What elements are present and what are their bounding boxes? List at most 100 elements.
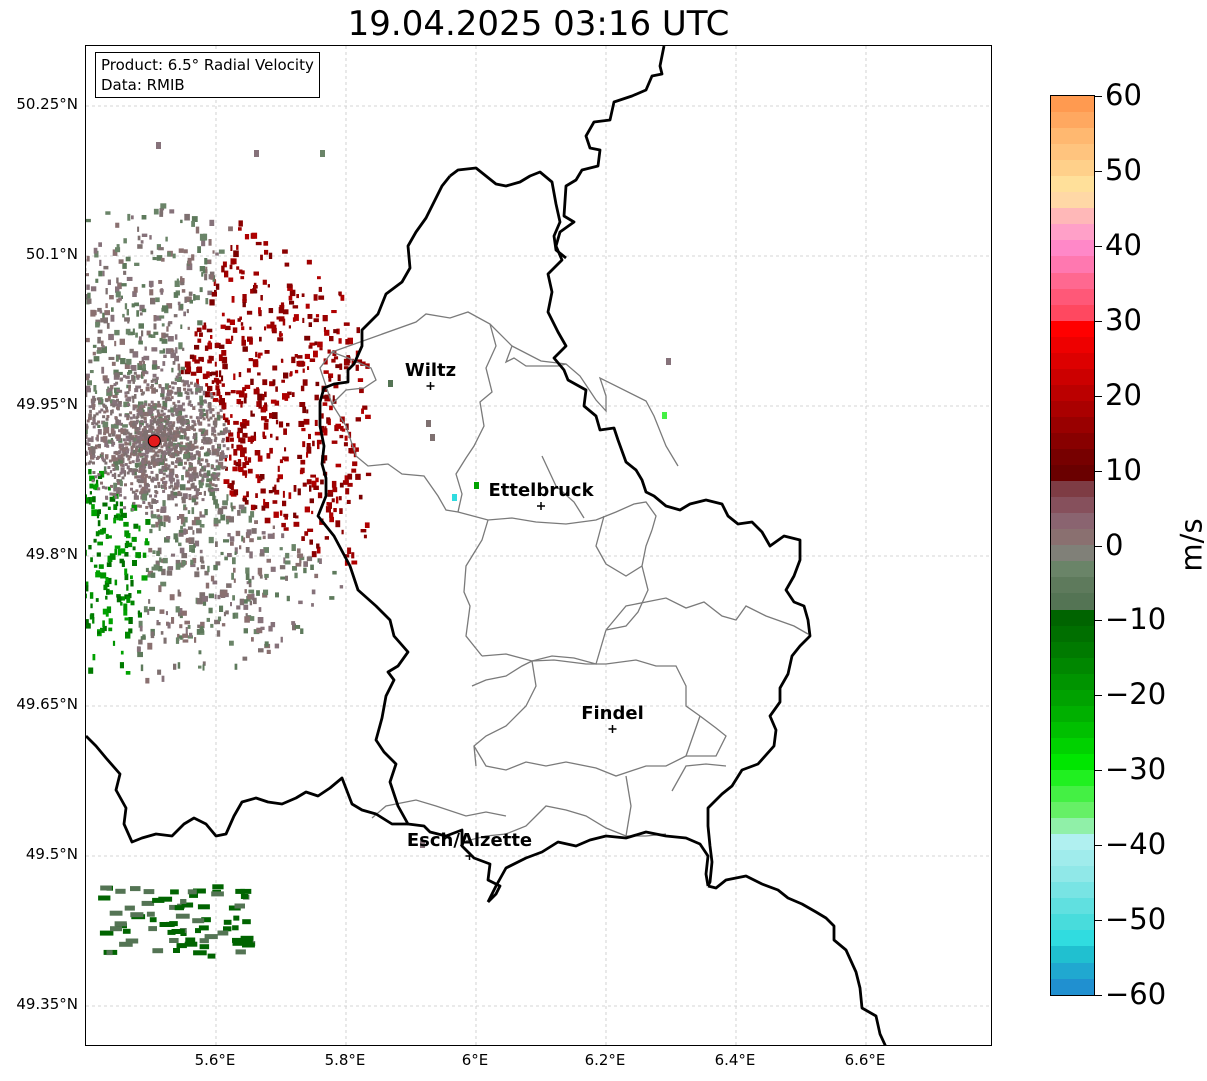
radar-echo-pixel bbox=[313, 485, 319, 490]
radar-echo-pixel bbox=[339, 508, 343, 514]
map-area[interactable]: Wiltz Ettelbruck Findel Esch/Alzette Produc… bbox=[85, 45, 992, 1046]
radar-echo-pixel bbox=[287, 391, 292, 395]
radar-echo-pixel bbox=[204, 273, 208, 281]
radar-echo-pixel bbox=[165, 348, 171, 354]
radar-echo-pixel bbox=[97, 420, 101, 424]
radar-echo-pixel bbox=[202, 417, 206, 421]
radar-echo-pixel bbox=[298, 600, 303, 605]
radar-echo-pixel bbox=[257, 536, 262, 540]
radar-echo-pixel bbox=[262, 394, 265, 401]
radar-echo-pixel bbox=[88, 497, 94, 502]
radar-echo-pixel bbox=[168, 474, 174, 482]
radar-echo-pixel bbox=[143, 606, 148, 613]
radar-echo-pixel bbox=[344, 435, 348, 441]
radar-echo-pixel bbox=[257, 354, 261, 359]
radar-echo-pixel bbox=[209, 355, 214, 361]
radar-echo-pixel bbox=[134, 404, 138, 408]
radar-echo-pixel bbox=[211, 445, 215, 449]
radar-echo-pixel bbox=[242, 302, 246, 308]
radar-echo-pixel bbox=[131, 504, 138, 511]
radar-echo-pixel bbox=[134, 394, 137, 399]
radar-echo-pixel bbox=[308, 322, 312, 327]
radar-echo-pixel bbox=[262, 535, 266, 540]
radar-echo-pixel bbox=[128, 432, 133, 439]
radar-echo-pixel bbox=[172, 432, 176, 435]
radar-echo-pixel bbox=[136, 439, 140, 443]
radar-echo-pixel bbox=[242, 346, 248, 352]
radar-echo-pixel bbox=[101, 456, 104, 460]
radar-echo-pixel bbox=[143, 482, 147, 486]
radar-echo-pixel bbox=[107, 439, 114, 444]
radar-echo-pixel bbox=[155, 458, 159, 462]
radar-echo-pixel bbox=[291, 356, 296, 364]
radar-echo-pixel bbox=[90, 286, 97, 292]
radar-echo-pixel bbox=[86, 585, 89, 592]
radar-echo-pixel bbox=[95, 278, 99, 283]
radar-echo-pixel bbox=[117, 435, 121, 439]
radar-echo-pixel bbox=[181, 369, 184, 375]
radar-echo-pixel bbox=[199, 399, 204, 406]
radar-echo-pixel bbox=[156, 426, 160, 430]
radar-echo-pixel bbox=[120, 467, 125, 474]
radar-echo-pixel bbox=[156, 620, 159, 624]
radar-echo-pixel bbox=[174, 355, 179, 362]
radar-echo-pixel bbox=[102, 403, 106, 407]
radar-echo-pixel bbox=[321, 413, 324, 419]
radar-echo-pixel bbox=[129, 411, 133, 415]
radar-echo-pixel bbox=[175, 460, 179, 464]
radar-echo-pixel bbox=[310, 474, 316, 478]
radar-echo-pixel bbox=[205, 459, 209, 463]
radar-echo-pixel bbox=[201, 917, 211, 923]
radar-echo-pixel bbox=[191, 424, 195, 428]
radar-echo-pixel bbox=[211, 291, 217, 297]
radar-echo-pixel bbox=[121, 476, 125, 480]
radar-echo-pixel bbox=[303, 561, 308, 567]
radar-echo-pixel bbox=[179, 612, 183, 619]
radar-echo-pixel bbox=[97, 541, 103, 546]
radar-echo-pixel bbox=[157, 485, 161, 488]
radar-echo-pixel bbox=[197, 453, 201, 457]
radar-echo-pixel bbox=[121, 283, 127, 287]
radar-echo-pixel bbox=[232, 557, 236, 565]
radar-echo-pixel bbox=[131, 215, 134, 220]
radar-echo-pixel bbox=[132, 407, 136, 411]
radar-echo-pixel bbox=[96, 397, 100, 401]
data-source-label: Data: RMIB bbox=[101, 76, 185, 94]
radar-echo-pixel bbox=[199, 405, 203, 409]
radar-echo-pixel bbox=[339, 585, 344, 589]
radar-echo-pixel bbox=[165, 474, 169, 478]
radar-echo-pixel bbox=[141, 475, 145, 479]
radar-echo-pixel bbox=[143, 447, 147, 450]
radar-echo-pixel bbox=[306, 259, 312, 265]
radar-echo-pixel bbox=[264, 419, 269, 423]
canton-boundary bbox=[605, 529, 653, 631]
radar-echo-pixel bbox=[272, 379, 276, 386]
city-label: Esch/Alzette bbox=[407, 830, 532, 851]
radar-echo-pixel bbox=[137, 235, 141, 241]
radar-echo-pixel bbox=[160, 203, 167, 209]
radar-echo-pixel bbox=[255, 493, 258, 498]
radar-echo-pixel bbox=[360, 361, 366, 366]
radar-echo-pixel bbox=[175, 913, 190, 919]
radar-echo-pixel bbox=[331, 480, 337, 488]
radar-echo-pixel bbox=[260, 488, 266, 494]
radar-echo-pixel bbox=[173, 406, 177, 410]
radar-echo-pixel bbox=[166, 326, 169, 332]
radar-echo-pixel bbox=[191, 548, 195, 553]
radar-echo-pixel bbox=[106, 535, 112, 539]
radar-echo-pixel bbox=[420, 841, 425, 848]
radar-echo-pixel bbox=[274, 643, 280, 649]
radar-echo-pixel bbox=[93, 538, 97, 543]
radar-echo-pixel bbox=[120, 295, 123, 299]
radar-echo-pixel bbox=[160, 451, 164, 455]
radar-echo-pixel bbox=[104, 440, 109, 448]
radar-echo-pixel bbox=[245, 573, 250, 580]
radar-echo-pixel bbox=[143, 402, 147, 406]
radar-echo-pixel bbox=[157, 566, 163, 572]
radar-echo-pixel bbox=[102, 608, 109, 615]
radar-echo-pixel bbox=[184, 361, 191, 368]
radar-echo-pixel bbox=[131, 422, 135, 426]
radar-echo-pixel bbox=[115, 487, 119, 491]
radar-echo-pixel bbox=[264, 517, 271, 524]
radar-echo-pixel bbox=[204, 509, 208, 516]
